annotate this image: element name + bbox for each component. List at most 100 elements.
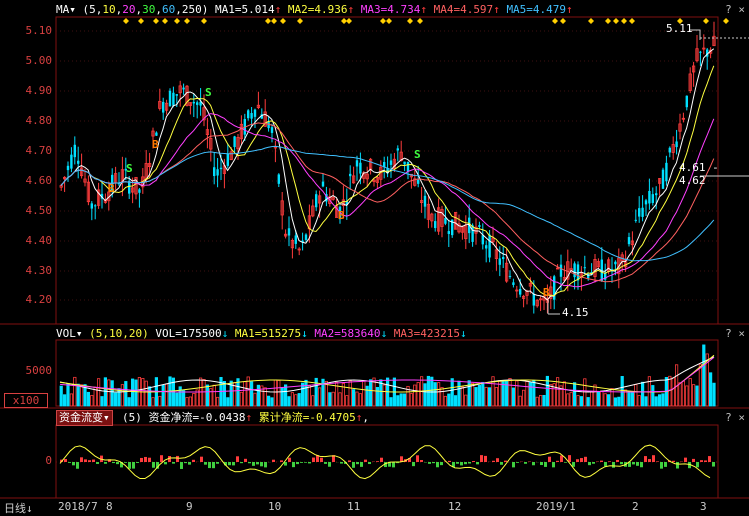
flow-y-tick: 0 [45, 454, 52, 467]
volume-bar [348, 380, 352, 407]
volume-bar [426, 375, 431, 407]
volume-bar [59, 385, 63, 407]
candle [453, 211, 458, 230]
ma-indicator-selector[interactable]: MA▾ [56, 3, 83, 16]
candle [399, 151, 403, 161]
candle [290, 239, 295, 249]
candle [155, 132, 158, 136]
volume-bar [195, 389, 199, 407]
candle [440, 209, 444, 227]
chevron-down-icon[interactable]: ▾ [103, 411, 110, 424]
flow-bar [700, 460, 703, 462]
vol-indicator-selector[interactable]: VOL▾ [56, 327, 89, 340]
flow-bar [672, 460, 675, 462]
flow-bar [144, 456, 147, 462]
candle [494, 249, 499, 259]
candle [172, 92, 175, 106]
vol-indicator-bar: VOL▾ (5,10,20) VOL=175500↓ MA1=515275↓ M… [56, 327, 467, 341]
sell-signal: S [126, 162, 133, 175]
flow-indicator-name[interactable]: 资金流变 [59, 411, 103, 424]
volume-bar [671, 377, 675, 407]
volume-bar [334, 381, 339, 407]
candle [383, 162, 386, 168]
ma-indicator-name[interactable]: MA [56, 3, 70, 16]
sell-signal: S [414, 148, 421, 161]
price-y-tick: 4.90 [25, 84, 53, 97]
ma-line [60, 113, 715, 288]
price-y-tick: 5.10 [25, 24, 53, 37]
volume-bar [358, 393, 363, 407]
candle [182, 87, 185, 90]
volume-bar [300, 382, 305, 407]
candle [447, 231, 450, 234]
flow-bar [332, 455, 335, 462]
volume-bar [175, 392, 179, 407]
vol-indicator-name[interactable]: VOL [56, 327, 76, 340]
candle [539, 298, 543, 301]
flow-bar [232, 462, 235, 466]
close-button[interactable]: × [738, 411, 745, 424]
flow-bar [184, 462, 187, 464]
candle [627, 237, 631, 245]
volume-bar [124, 381, 128, 407]
signal-diamond-icon [629, 18, 635, 24]
flow-bar [456, 462, 459, 464]
close-button[interactable]: × [738, 3, 745, 16]
volume-bar [97, 378, 101, 407]
volume-bar [436, 382, 441, 407]
candle [315, 194, 318, 208]
volume-bar [464, 394, 468, 407]
signal-diamond-icon [380, 18, 386, 24]
volume-bar [212, 384, 216, 407]
flow-bar [112, 462, 115, 464]
help-button[interactable]: ? [725, 411, 732, 424]
price-y-tick: 5.00 [25, 54, 53, 67]
volume-bar [566, 393, 570, 407]
volume-bar [307, 385, 312, 407]
ma-line [60, 145, 715, 262]
flow-bar [164, 462, 167, 465]
candle [593, 258, 597, 278]
volume-bar [158, 395, 162, 407]
candle [250, 113, 253, 119]
chevron-down-icon[interactable]: ▾ [75, 327, 83, 340]
volume-bar [192, 393, 196, 407]
x-axis-label: 9 [186, 500, 193, 513]
volume-bar [590, 390, 594, 407]
volume-bar [630, 391, 635, 407]
period-label[interactable]: 日线 [4, 502, 26, 515]
signal-diamond-icon [417, 18, 423, 24]
candle [124, 168, 127, 171]
period-selector[interactable]: 日线↓ [4, 500, 33, 516]
candle [128, 180, 131, 194]
price-y-tick: 4.20 [25, 293, 53, 306]
help-button[interactable]: ? [725, 327, 732, 340]
arrow-down-icon[interactable]: ↓ [26, 502, 33, 515]
chevron-down-icon[interactable]: ▾ [69, 3, 76, 16]
volume-bar [76, 383, 80, 407]
flow-bar [368, 462, 371, 465]
volume-bar [511, 387, 516, 407]
candle [267, 121, 270, 129]
candle [188, 102, 192, 106]
flow-bar [436, 462, 439, 468]
flow-indicator-selector[interactable]: 资金流变▾ [56, 410, 113, 426]
signal-diamond-icon [265, 18, 271, 24]
flow-bar [676, 462, 679, 469]
volume-bar [681, 380, 686, 407]
vol-unit-label: x100 [4, 393, 48, 408]
ma-line [60, 48, 715, 301]
ma-param: 20 [122, 3, 136, 16]
flow-bar [308, 462, 311, 464]
close-button[interactable]: × [738, 327, 745, 340]
candle [328, 196, 332, 204]
candle [283, 233, 288, 237]
volume-bar [692, 384, 696, 407]
signal-diamond-icon [297, 18, 303, 24]
flow-bar [472, 461, 475, 462]
volume-bar [236, 378, 240, 407]
volume-bar [470, 382, 475, 407]
help-button[interactable]: ? [725, 3, 732, 16]
flow-bar [128, 462, 131, 469]
